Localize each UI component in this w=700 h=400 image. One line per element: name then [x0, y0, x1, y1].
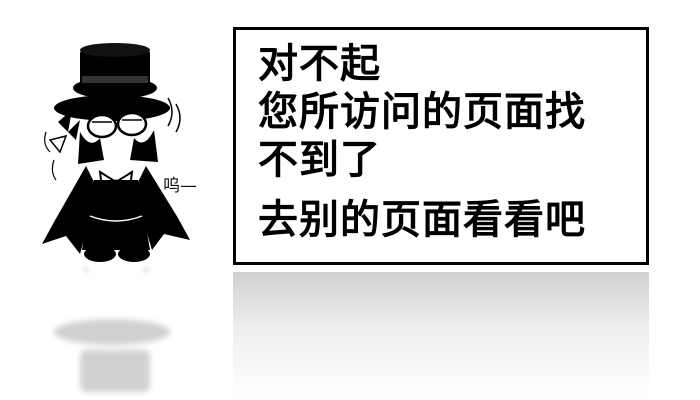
- message-box-reflection: [233, 272, 649, 400]
- error-message: 对不起 您所访问的页面找 不到了 去别的页面看看吧: [258, 40, 586, 244]
- message-line-page-not-found-2: 不到了: [258, 137, 381, 183]
- message-line-page-not-found-1: 您所访问的页面找: [258, 89, 586, 135]
- message-line-sorry: 对不起: [258, 41, 381, 87]
- sob-sound-text: 呜—: [163, 176, 197, 196]
- message-line-suggestion: 去别的页面看看吧: [258, 197, 586, 243]
- crying-character-icon: [20, 40, 230, 280]
- character-reflection: [20, 268, 230, 400]
- error-message-box: 对不起 您所访问的页面找 不到了 去别的页面看看吧: [233, 27, 649, 265]
